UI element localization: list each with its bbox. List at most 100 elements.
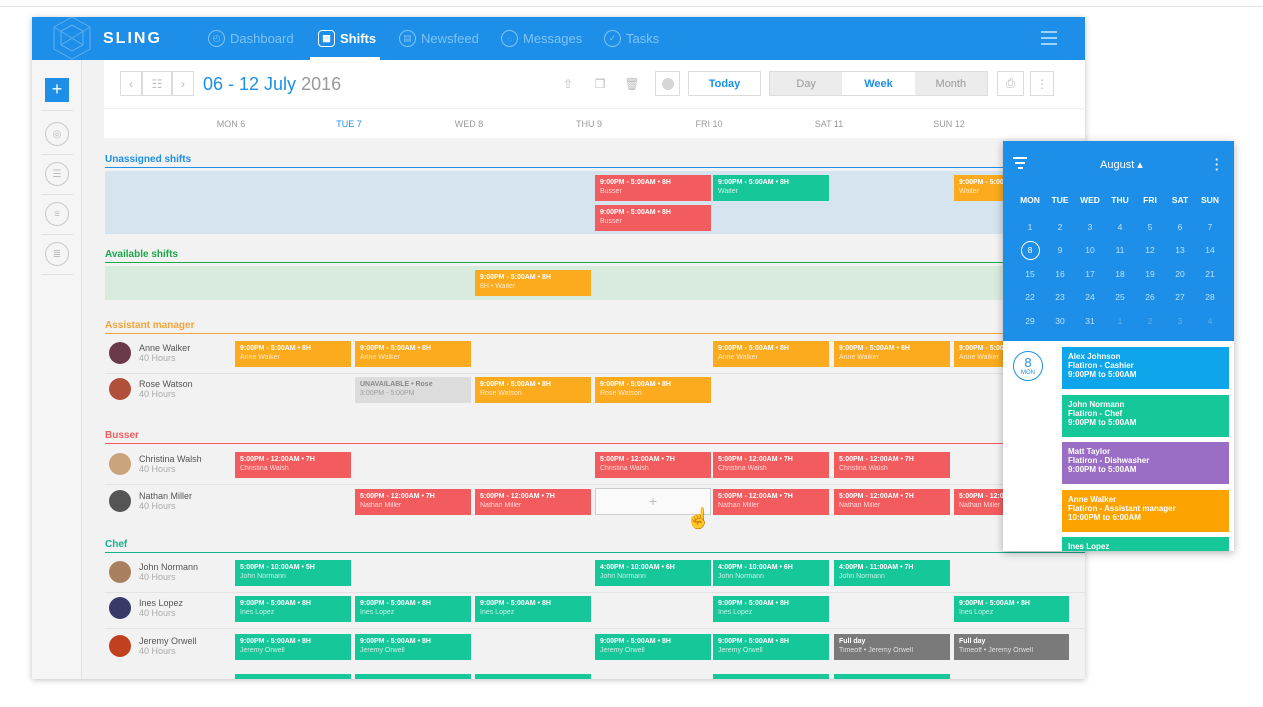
calendar-day[interactable]: 29 — [1025, 315, 1035, 326]
shift-block[interactable]: 5:00PM - 12:00AM • 7H Nathan Miller — [355, 489, 471, 515]
shift-block[interactable]: 4:00PM - 10:00AM • 6H John Normann — [595, 560, 711, 586]
event-card[interactable]: Alex Johnson Flatiron - Cashier 9:00PM to … — [1062, 347, 1229, 389]
employee-row-header[interactable]: Rose Watson 40 Hours — [109, 378, 193, 400]
nav-shifts[interactable]: ▦ Shifts — [318, 30, 376, 47]
filter-icon[interactable] — [1013, 157, 1027, 169]
shift-block[interactable]: 9:00PM - 5:00AM • 8H Ines Lopez — [235, 596, 351, 622]
shift-block[interactable]: 5:00PM - 12:00AM • 7H Christina Walsh — [235, 452, 351, 478]
calendar-day[interactable]: 11 — [1115, 245, 1125, 256]
employee-row-header[interactable]: Nathan Miller 40 Hours — [109, 490, 192, 512]
calendar-day[interactable]: 27 — [1175, 292, 1185, 303]
calendar-day[interactable]: 7 — [1207, 221, 1213, 232]
shift-block[interactable]: 9:00PM - 5:00AM • 8H Rose Watson — [595, 377, 711, 403]
calendar-day[interactable]: 20 — [1175, 268, 1185, 279]
more-options-icon[interactable]: ⋮ — [1030, 71, 1054, 96]
calendar-day[interactable]: 12 — [1145, 245, 1155, 256]
copy-icon[interactable]: ❐ — [585, 71, 615, 96]
shift-block[interactable] — [355, 674, 471, 679]
shift-block[interactable]: 9:00PM - 5:00AM • 8H Ines Lopez — [954, 596, 1069, 622]
shift-block[interactable]: 9:00PM - 5:00AM • 8H 8H • Waiter — [475, 270, 591, 296]
calendar-day[interactable]: 5 — [1147, 221, 1153, 232]
calendar-day[interactable]: 24 — [1085, 292, 1095, 303]
print-icon[interactable]: ⎙ — [997, 71, 1024, 96]
shift-block[interactable]: 9:00PM - 5:00AM • 8H Rose Watson — [475, 377, 591, 403]
today-button[interactable]: Today — [688, 71, 761, 96]
shift-block[interactable]: 9:00PM - 5:00AM • 8H Jeremy Orwell — [355, 634, 471, 660]
calendar-day[interactable]: 2 — [1147, 315, 1153, 326]
nav-tasks[interactable]: ✓ Tasks — [604, 30, 659, 47]
view-day-button[interactable]: Day — [770, 72, 843, 95]
calendar-day[interactable]: 4 — [1207, 315, 1213, 326]
upload-icon[interactable]: ⇧ — [553, 71, 583, 96]
calendar-day[interactable]: 23 — [1055, 292, 1065, 303]
view-month-button[interactable]: Month — [914, 72, 987, 95]
calendar-more-icon[interactable]: · · · — [1214, 152, 1220, 177]
calendar-day[interactable]: 19 — [1145, 268, 1155, 279]
calendar-day[interactable]: 17 — [1085, 268, 1095, 279]
calendar-day[interactable]: 1 — [1117, 315, 1123, 326]
calendar-day[interactable]: 6 — [1177, 221, 1183, 232]
calendar-day[interactable]: 18 — [1115, 268, 1125, 279]
calendar-day[interactable]: 30 — [1055, 315, 1065, 326]
calendar-month-select[interactable]: August ▴ — [1100, 159, 1143, 171]
calendar-day[interactable]: 26 — [1145, 292, 1155, 303]
shift-block[interactable]: 9:00PM - 5:00AM • 8H Anne Walker — [713, 341, 829, 367]
add-shift-cell[interactable]: + — [595, 488, 711, 515]
calendar-day[interactable]: 4 — [1117, 221, 1123, 232]
clock-list-icon[interactable]: ☰ — [45, 162, 69, 186]
employee-row-header[interactable]: Ines Lopez 40 Hours — [109, 597, 183, 619]
calendar-day[interactable]: 10 — [1085, 245, 1095, 256]
employee-row-header[interactable]: John Normann 40 Hours — [109, 561, 198, 583]
shift-block[interactable]: 9:00PM - 5:00AM • 8H Jeremy Orwell — [713, 634, 829, 660]
add-button[interactable]: + — [45, 78, 69, 102]
nav-messages[interactable]: ◌ Messages — [501, 30, 582, 47]
shift-block[interactable]: 9:00PM - 5:00AM • 8H Ines Lopez — [355, 596, 471, 622]
shift-block[interactable]: 4:00PM - 11:00AM • 7H John Normann — [834, 560, 950, 586]
calendar-day[interactable]: 2 — [1057, 221, 1063, 232]
shift-block[interactable]: 5:00PM - 12:00AM • 7H Nathan Miller — [834, 489, 950, 515]
calendar-day[interactable]: 14 — [1205, 245, 1215, 256]
nav-dashboard[interactable]: ◴ Dashboard — [208, 30, 294, 47]
calendar-day[interactable]: 9 — [1057, 245, 1063, 256]
shift-block[interactable] — [713, 674, 829, 679]
event-card[interactable]: Ines Lopez — [1062, 537, 1229, 551]
calendar-day[interactable]: 21 — [1205, 268, 1215, 279]
calendar-day[interactable]: 22 — [1025, 292, 1035, 303]
event-card[interactable]: Matt Taylor Flatiron - Dishwasher 9:00PM t… — [1062, 442, 1229, 484]
shift-block[interactable]: Full day Timeoff • Jeremy Orwell — [954, 634, 1069, 660]
shift-block[interactable]: 9:00PM - 5:00AM • 8H Jeremy Orwell — [235, 634, 351, 660]
publish-toggle[interactable] — [655, 71, 680, 96]
shift-block[interactable]: 9:00PM - 5:00AM • 8H Busser — [595, 205, 711, 231]
shift-block[interactable]: 9:00PM - 5:00AM • 8H Ines Lopez — [475, 596, 591, 622]
shift-block[interactable]: 5:00PM - 12:00AM • 7H Christina Walsh — [834, 452, 950, 478]
calendar-grid-icon[interactable]: ☷ — [142, 71, 172, 96]
shift-block[interactable]: 9:00PM - 5:00AM • 8H Anne Walker — [355, 341, 471, 367]
calendar-day[interactable]: 28 — [1205, 292, 1215, 303]
shift-block[interactable]: 5:00PM - 10:00AM • 5H John Normann — [235, 560, 351, 586]
shift-block[interactable]: Full day Timeoff • Jeremy Orwell — [834, 634, 950, 660]
prev-week-button[interactable]: ‹ — [120, 71, 142, 96]
trash-icon[interactable]: 🗑 — [617, 71, 647, 96]
shift-block[interactable]: 9:00PM - 5:00AM • 8H Busser — [595, 175, 711, 201]
calendar-day[interactable]: 1 — [1027, 221, 1033, 232]
shift-block[interactable] — [475, 674, 591, 679]
calendar-day[interactable]: 15 — [1025, 268, 1035, 279]
shift-block[interactable]: 9:00PM - 5:00AM • 8H Waiter — [713, 175, 829, 201]
shift-block[interactable]: 9:00PM - 5:00AM • 8H Jeremy Orwell — [595, 634, 711, 660]
menu-icon[interactable] — [1041, 31, 1057, 45]
shift-block[interactable]: 5:00PM - 12:00AM • 7H Nathan Miller — [713, 489, 829, 515]
employee-row-header[interactable]: Jeremy Orwell 40 Hours — [109, 635, 197, 657]
event-card[interactable]: John Normann Flatiron - Chef 9:00PM to 5:0… — [1062, 394, 1229, 437]
event-card[interactable]: Anne Walker Flatiron - Assistant manager 1… — [1062, 489, 1229, 532]
shift-block[interactable]: 9:00PM - 5:00AM • 8H Anne Walker — [235, 341, 351, 367]
calendar-day[interactable]: 8 — [1015, 240, 1045, 260]
shift-block[interactable]: 4:00PM - 10:00AM • 6H John Normann — [713, 560, 829, 586]
list-icon[interactable]: ≡ — [45, 202, 69, 226]
shift-block[interactable]: 5:00PM - 12:00AM • 7H Christina Walsh — [595, 452, 711, 478]
shift-block[interactable]: 5:00PM - 12:00AM • 7H Christina Walsh — [713, 452, 829, 478]
next-week-button[interactable]: › — [172, 71, 194, 96]
calendar-day[interactable]: 25 — [1115, 292, 1125, 303]
employee-row-header[interactable]: Anne Walker 40 Hours — [109, 342, 190, 364]
calendar-day[interactable]: 3 — [1177, 315, 1183, 326]
calendar-day[interactable]: 13 — [1175, 245, 1185, 256]
